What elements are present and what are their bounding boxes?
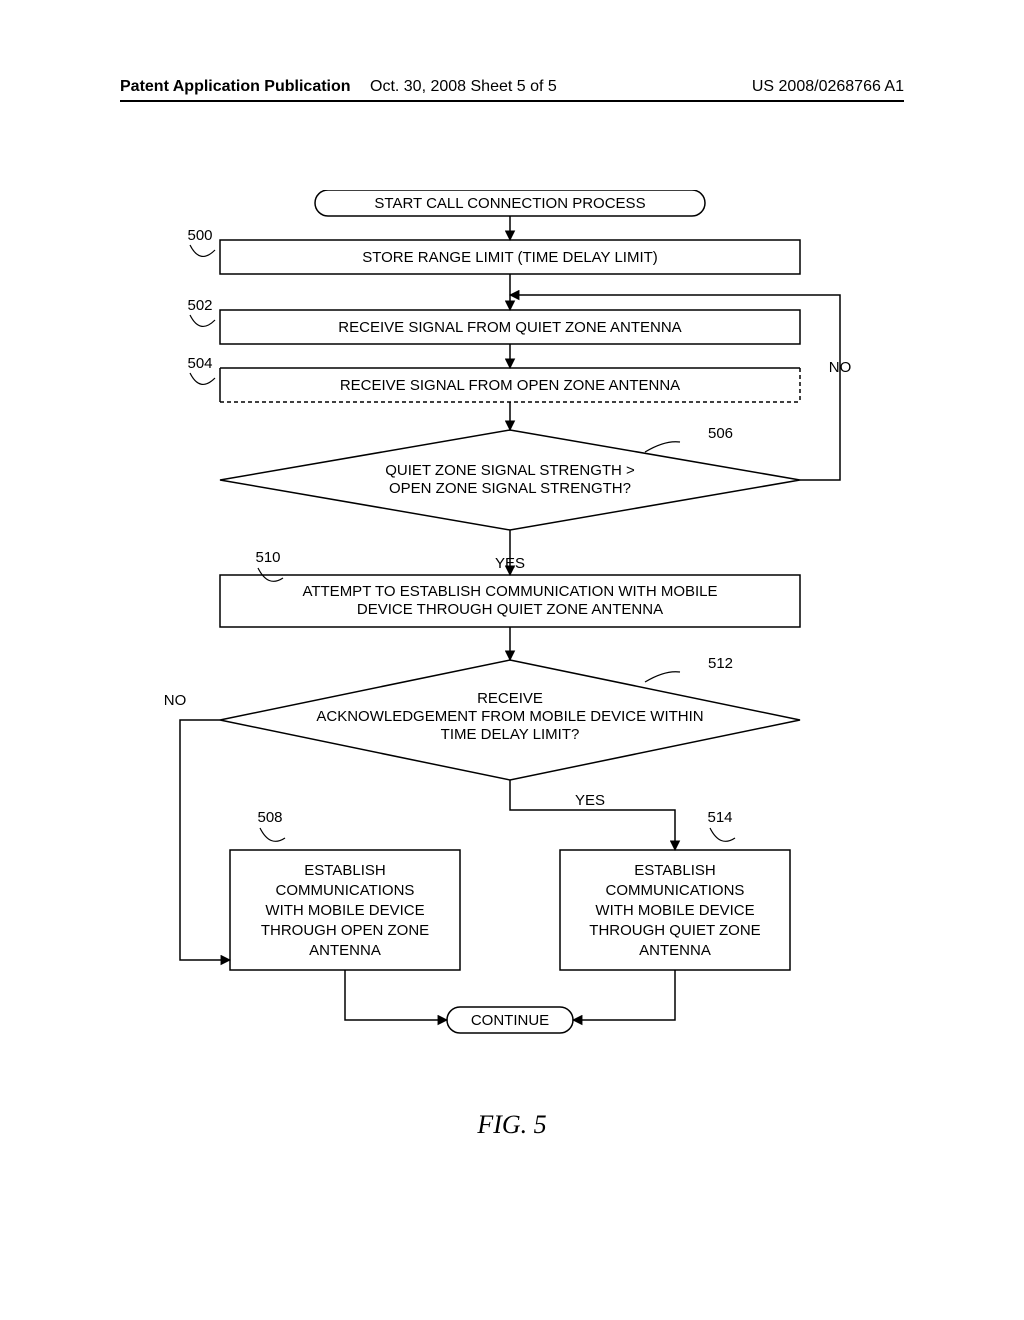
- svg-text:RECEIVE: RECEIVE: [477, 690, 543, 707]
- node-504: RECEIVE SIGNAL FROM OPEN ZONE ANTENNA 50…: [187, 355, 800, 402]
- svg-text:CONTINUE: CONTINUE: [471, 1012, 549, 1029]
- page: Patent Application Publication Oct. 30, …: [0, 0, 1024, 1320]
- figure-label: FIG. 5: [0, 1110, 1024, 1140]
- svg-text:DEVICE THROUGH QUIET ZONE ANTE: DEVICE THROUGH QUIET ZONE ANTENNA: [357, 601, 663, 618]
- node-502: RECEIVE SIGNAL FROM QUIET ZONE ANTENNA 5…: [187, 297, 800, 344]
- edge-no2-label: NO: [164, 692, 187, 709]
- edge-yes2-label: YES: [575, 792, 605, 809]
- svg-text:COMMUNICATIONS: COMMUNICATIONS: [606, 882, 745, 899]
- svg-text:ESTABLISH: ESTABLISH: [634, 862, 715, 879]
- svg-text:TIME DELAY LIMIT?: TIME DELAY LIMIT?: [441, 726, 580, 743]
- svg-text:OPEN ZONE SIGNAL STRENGTH?: OPEN ZONE SIGNAL STRENGTH?: [389, 480, 631, 497]
- svg-text:514: 514: [707, 809, 732, 826]
- svg-text:THROUGH QUIET ZONE: THROUGH QUIET ZONE: [589, 922, 760, 939]
- node-continue: CONTINUE: [447, 1007, 573, 1033]
- header-right: US 2008/0268766 A1: [752, 78, 904, 96]
- svg-text:RECEIVE SIGNAL FROM QUIET ZONE: RECEIVE SIGNAL FROM QUIET ZONE ANTENNA: [338, 319, 681, 336]
- svg-text:512: 512: [708, 655, 733, 672]
- svg-text:508: 508: [257, 809, 282, 826]
- node-start: START CALL CONNECTION PROCESS: [315, 190, 705, 216]
- svg-text:ACKNOWLEDGEMENT FROM MOBILE DE: ACKNOWLEDGEMENT FROM MOBILE DEVICE WITHI…: [316, 708, 703, 725]
- svg-text:ANTENNA: ANTENNA: [309, 942, 381, 959]
- svg-text:ATTEMPT TO ESTABLISH COMMUNICA: ATTEMPT TO ESTABLISH COMMUNICATION WITH …: [302, 583, 717, 600]
- header-left: Patent Application Publication: [120, 78, 351, 96]
- node-508: ESTABLISH COMMUNICATIONS WITH MOBILE DEV…: [230, 809, 460, 970]
- node-500: STORE RANGE LIMIT (TIME DELAY LIMIT) 500: [187, 227, 800, 274]
- svg-text:502: 502: [187, 297, 212, 314]
- svg-text:506: 506: [708, 425, 733, 442]
- svg-text:510: 510: [255, 549, 280, 566]
- edge-yes-label: YES: [495, 555, 525, 572]
- svg-text:WITH MOBILE DEVICE: WITH MOBILE DEVICE: [595, 902, 754, 919]
- svg-text:500: 500: [187, 227, 212, 244]
- svg-text:ANTENNA: ANTENNA: [639, 942, 711, 959]
- svg-text:THROUGH OPEN ZONE: THROUGH OPEN ZONE: [261, 922, 429, 939]
- decision-512: RECEIVE ACKNOWLEDGEMENT FROM MOBILE DEVI…: [220, 655, 800, 780]
- edge-no-label: NO: [829, 359, 852, 376]
- svg-text:504: 504: [187, 355, 212, 372]
- svg-text:RECEIVE SIGNAL FROM OPEN ZONE: RECEIVE SIGNAL FROM OPEN ZONE ANTENNA: [340, 377, 680, 394]
- svg-text:START CALL CONNECTION PROCESS: START CALL CONNECTION PROCESS: [374, 195, 645, 212]
- decision-506: QUIET ZONE SIGNAL STRENGTH > OPEN ZONE S…: [220, 425, 800, 530]
- svg-text:COMMUNICATIONS: COMMUNICATIONS: [276, 882, 415, 899]
- svg-text:QUIET ZONE SIGNAL STRENGTH >: QUIET ZONE SIGNAL STRENGTH >: [385, 462, 635, 479]
- flowchart: START CALL CONNECTION PROCESS STORE RANG…: [120, 190, 904, 1110]
- svg-text:STORE RANGE LIMIT (TIME DELAY: STORE RANGE LIMIT (TIME DELAY LIMIT): [362, 249, 658, 266]
- svg-text:WITH MOBILE DEVICE: WITH MOBILE DEVICE: [265, 902, 424, 919]
- header-center: Oct. 30, 2008 Sheet 5 of 5: [370, 78, 557, 96]
- header-rule: [120, 100, 904, 102]
- svg-text:ESTABLISH: ESTABLISH: [304, 862, 385, 879]
